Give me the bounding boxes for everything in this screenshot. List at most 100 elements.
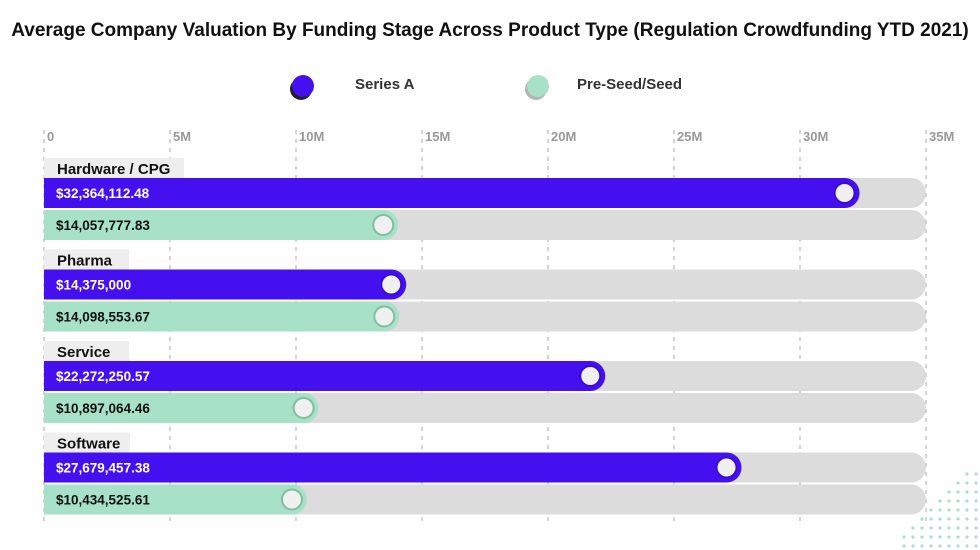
bar-pre-seed [44,393,319,423]
decor-dot [956,499,960,503]
bar-end-knob [373,305,396,328]
x-tick-label: 25M [677,129,702,144]
x-tick-label: 10M [299,129,324,144]
decor-dot [965,490,969,494]
decor-dot [938,544,942,548]
decor-dot [965,544,969,548]
decor-dot [956,535,960,539]
category-label-bg [44,432,130,453]
bar-end-knob [715,456,738,479]
decor-dot [947,535,951,539]
decor-dot [938,535,942,539]
bar-value-label: $10,434,525.61 [56,493,150,508]
decor-dot [947,544,951,548]
decor-dot [911,535,915,539]
decor-dot [965,472,969,476]
decor-dot [911,544,915,548]
decor-dot [929,526,933,530]
legend-swatch-pre-seed [527,75,549,97]
bar-end-knob [380,273,403,296]
decor-dot [974,535,978,539]
bar-pre-seed [44,210,399,240]
decor-dot [902,535,906,539]
bar-value-label: $14,375,000 [56,278,131,293]
decor-dot [974,472,978,476]
legend-swatch-series-a [292,75,314,97]
decor-dot [947,526,951,530]
chart-title: Average Company Valuation By Funding Sta… [11,20,969,41]
decor-dot [947,499,951,503]
bar-value-label: $32,364,112.48 [56,186,150,201]
decor-dot [974,508,978,512]
decor-dot [947,490,951,494]
category-label-bg [44,158,184,178]
bar-value-label: $14,057,777.83 [56,218,150,233]
bar-end-knob [833,182,856,204]
decor-dot [974,481,978,485]
decor-dot [965,499,969,503]
decor-dot [938,508,942,512]
bar-value-label: $27,679,457.38 [56,461,150,476]
decor-dot [947,517,951,521]
decor-dot [911,526,915,530]
bar-value-label: $10,897,064.46 [56,401,150,416]
decor-dot [929,517,933,521]
decor-dot [956,544,960,548]
decor-dot [974,526,978,530]
bar-end-knob [292,397,315,419]
decor-dot [938,517,942,521]
category-label-bg [44,249,129,270]
category-label: Pharma [57,253,113,270]
legend: Series A Pre-Seed/Seed [0,70,980,104]
x-tick-label: 15M [425,129,450,144]
decorative-dot-pattern [902,472,978,548]
decor-dot [974,490,978,494]
decor-dot [920,517,924,521]
decor-dot [956,481,960,485]
decor-dot [965,526,969,530]
decor-dot [974,499,978,503]
bar-series-a [44,452,742,483]
decor-dot [956,526,960,530]
bar-series-a [44,361,606,391]
x-tick-label: 30M [803,129,828,144]
decor-dot [956,517,960,521]
bar-end-knob [280,488,303,511]
bar-end-knob [372,214,395,236]
decor-dot [938,499,942,503]
x-tick-label: 20M [551,129,576,144]
category-label: Software [57,436,120,453]
decor-dot [929,544,933,548]
decor-dot [965,535,969,539]
decor-dot [920,544,924,548]
category-label: Hardware / CPG [57,161,170,178]
decor-dot [929,508,933,512]
category-label: Service [57,344,110,361]
decor-dot [929,535,933,539]
category-label-bg [44,341,129,361]
legend-label-series-a: Series A [355,76,415,93]
decor-dot [974,517,978,521]
decor-dot [965,508,969,512]
decor-dot [920,535,924,539]
decor-dot [974,544,978,548]
decor-dot [947,508,951,512]
bar-pre-seed [44,484,307,515]
decor-dot [956,490,960,494]
decor-dot [938,526,942,530]
bar-value-label: $22,272,250.57 [56,369,150,384]
decor-dot [920,526,924,530]
x-tick-label: 35M [929,129,954,144]
bar-series-a [44,178,860,208]
x-tick-label: 0 [47,129,54,144]
decor-dot [965,517,969,521]
bar-pre-seed [44,301,400,332]
decor-dot [902,544,906,548]
bar-series-a [44,269,407,300]
legend-label-pre-seed: Pre-Seed/Seed [577,76,683,93]
decor-dot [956,508,960,512]
x-tick-label: 5M [173,129,191,144]
bar-value-label: $14,098,553.67 [56,310,150,325]
decor-dot [965,481,969,485]
